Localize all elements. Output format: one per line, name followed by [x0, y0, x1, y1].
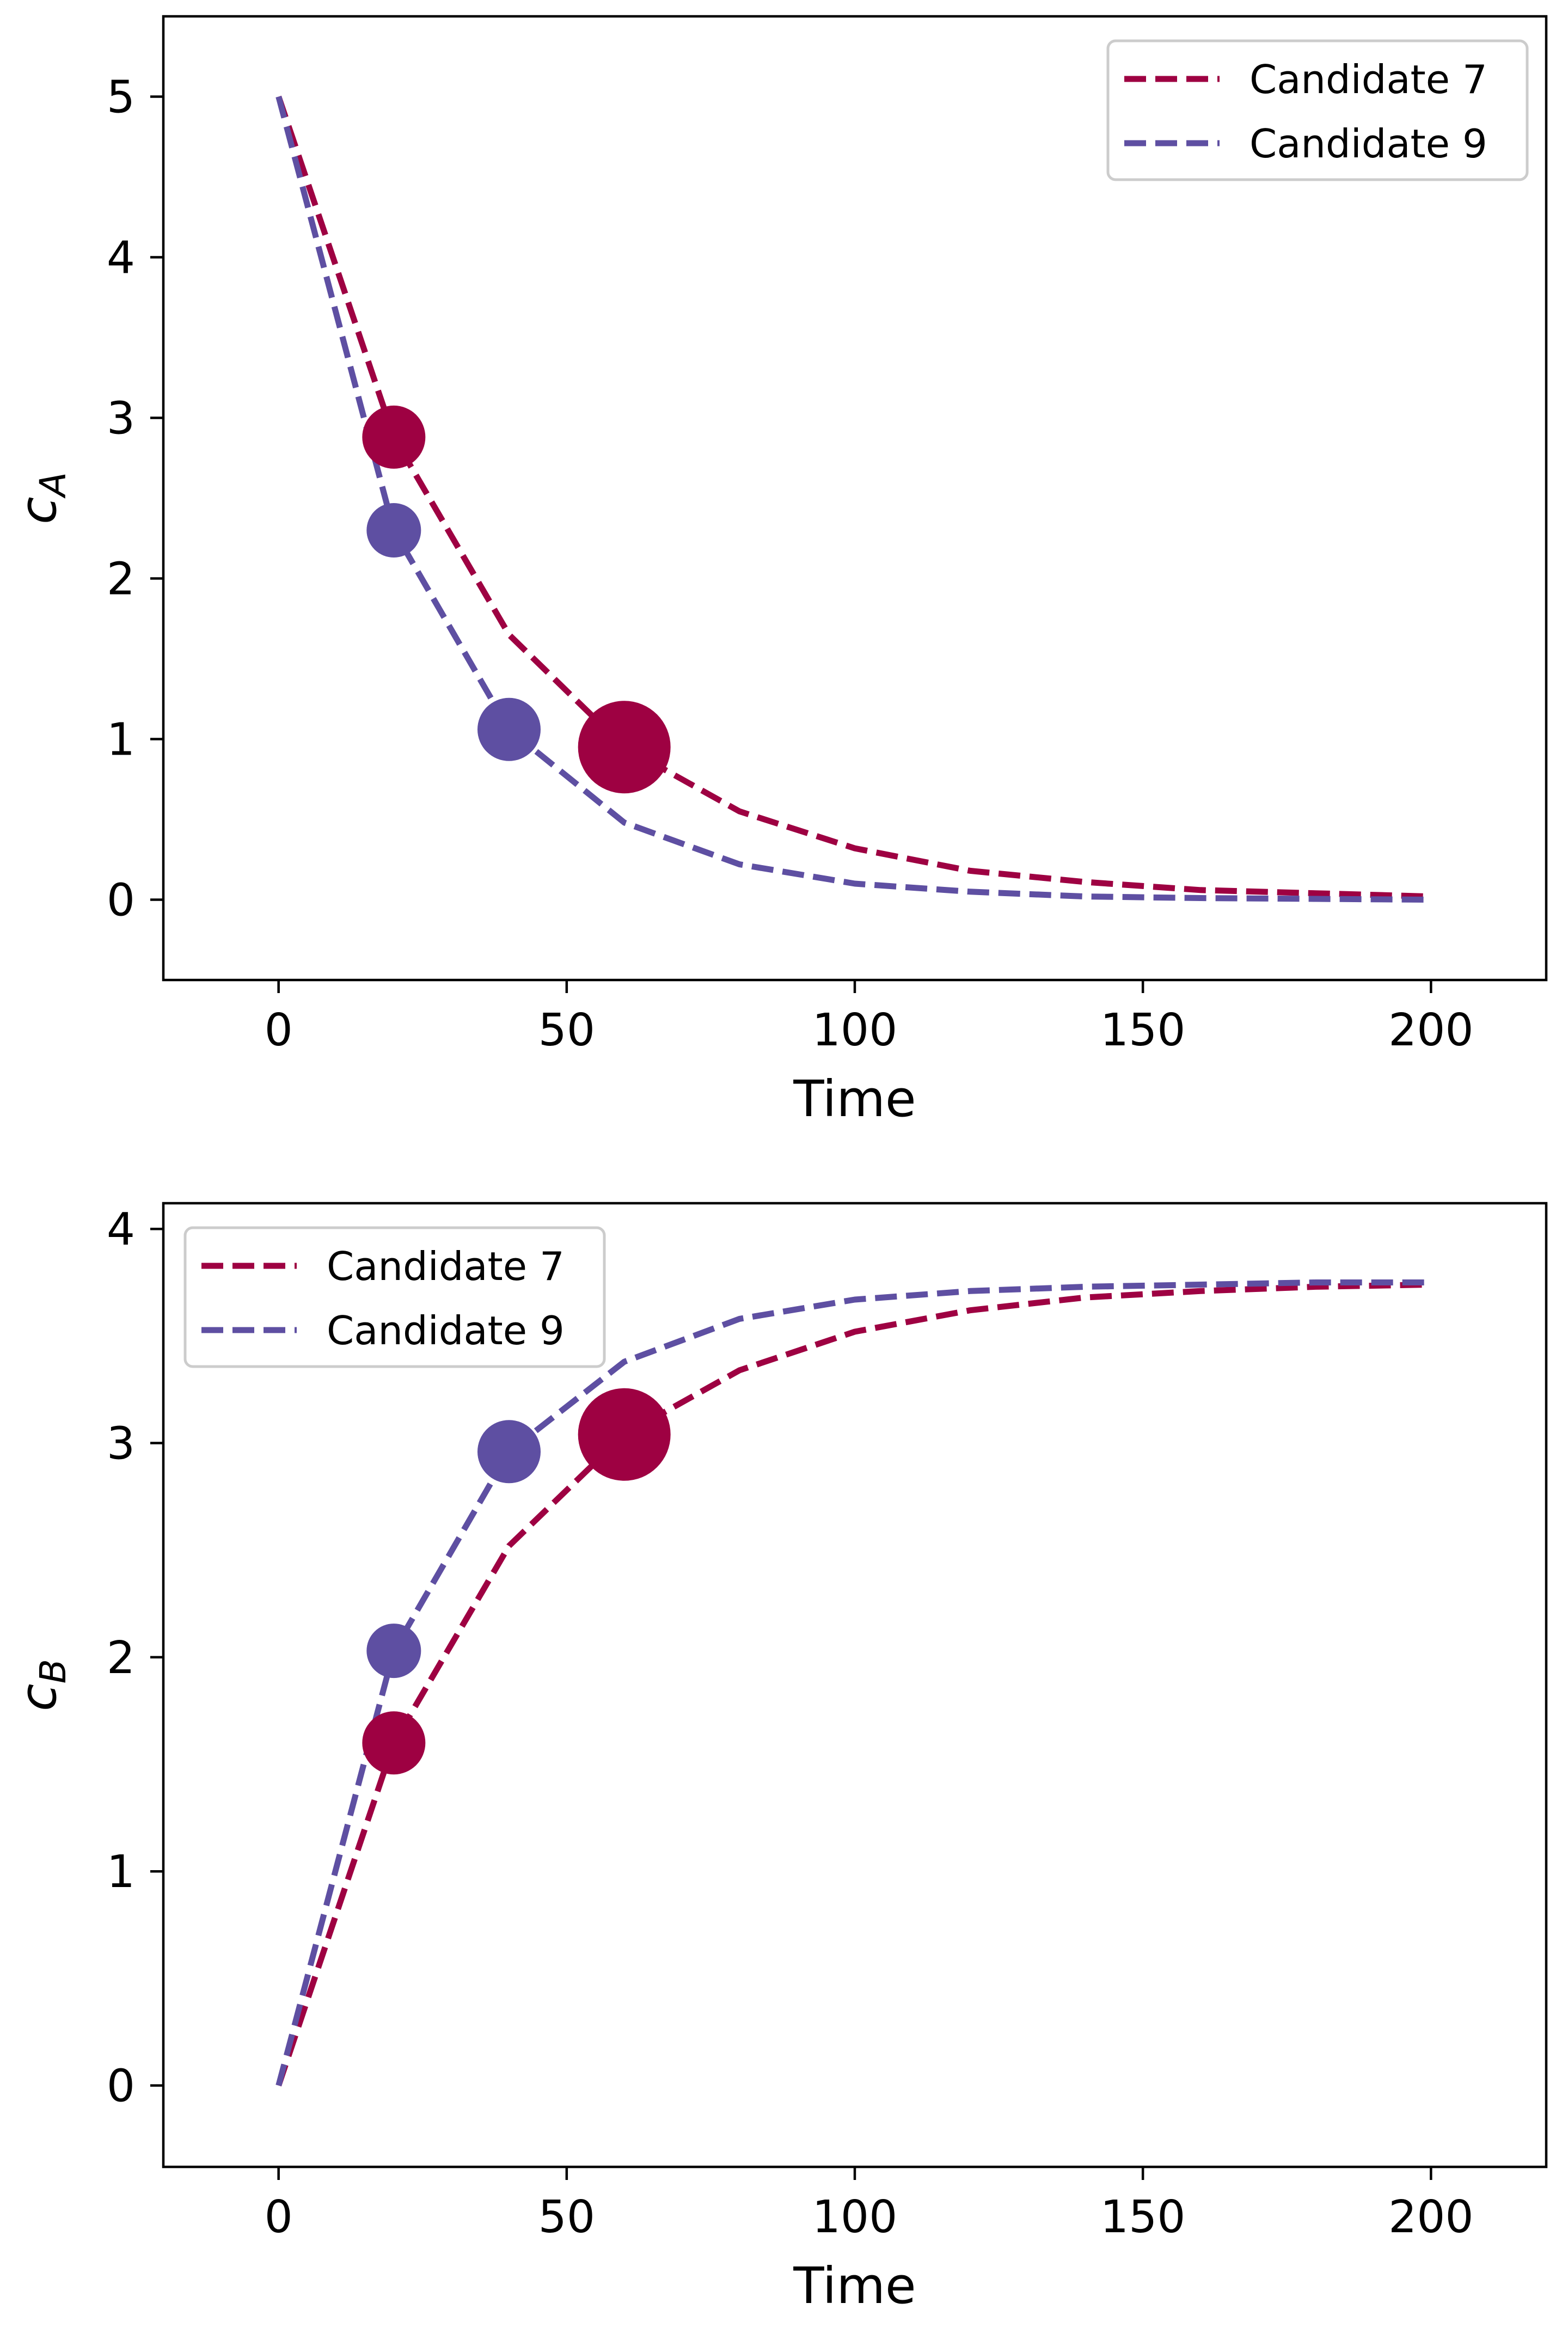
y-tick-label: 0	[107, 875, 135, 927]
x-axis-label: Time	[793, 2257, 916, 2315]
y-tick-label: 2	[107, 1632, 135, 1684]
y-axis-label-main: c	[9, 497, 68, 524]
series-line-2	[275, 1279, 1431, 2086]
legend-label-2: Candidate 9	[327, 1308, 565, 1353]
y-tick-label: 1	[107, 1846, 135, 1898]
chart-bottom-cb: 0 50 100 150 200 0 1 2 3 4 Time cB Candidate 7 Candid…	[9, 1202, 1548, 2315]
x-tick-label: 100	[812, 1004, 898, 1056]
data-point-s1-2	[578, 701, 671, 794]
legend-label-1: Candidate 7	[327, 1244, 565, 1289]
y-axis-label-subscript: B	[32, 1659, 74, 1683]
legend-box	[1106, 39, 1529, 181]
data-point-s1-1	[362, 405, 426, 469]
y-tick-label: 3	[107, 1418, 135, 1470]
x-axis-label: Time	[793, 1070, 916, 1128]
x-tick-label: 150	[1100, 1004, 1186, 1056]
y-axis-label-subscript: A	[32, 472, 74, 499]
legend-label-2: Candidate 9	[1250, 121, 1487, 167]
y-axis-label: cA	[9, 472, 74, 524]
data-point-s2-1	[366, 503, 421, 558]
series-line-1	[275, 95, 1431, 900]
series-line-1	[275, 1282, 1431, 2087]
x-tick-label: 200	[1388, 2191, 1474, 2243]
y-tick-label: 1	[107, 714, 135, 766]
y-axis-label: cB	[9, 1659, 74, 1711]
x-tick-label: 0	[265, 2191, 293, 2243]
y-tick-label: 4	[107, 232, 135, 284]
y-tick-label: 5	[107, 72, 135, 124]
x-tick-label: 150	[1100, 2191, 1186, 2243]
x-tick-label: 50	[538, 2191, 595, 2243]
y-tick-label: 2	[107, 554, 135, 605]
y-tick-label: 3	[107, 393, 135, 445]
legend-box	[183, 1226, 606, 1368]
y-tick-label: 4	[107, 1204, 135, 1255]
y-tick-label: 0	[107, 2061, 135, 2112]
data-point-s1-2	[578, 1388, 671, 1481]
data-point-s2-2	[477, 1420, 541, 1484]
x-tick-label: 50	[538, 1004, 595, 1056]
x-tick-label: 100	[812, 2191, 898, 2243]
series-line-2	[275, 96, 1431, 903]
chart-top-ca: 0 50 100 150 200 0 1 2 3 4 5 Time cA Candidate 7 Candi…	[9, 15, 1548, 1128]
legend-label-1: Candidate 7	[1250, 57, 1487, 102]
data-point-s2-2	[477, 697, 541, 761]
x-tick-label: 0	[265, 1004, 293, 1056]
x-tick-label: 200	[1388, 1004, 1474, 1056]
data-point-s1-1	[362, 1711, 426, 1775]
y-axis-label-main: c	[9, 1683, 68, 1711]
data-point-s2-1	[366, 1624, 421, 1679]
